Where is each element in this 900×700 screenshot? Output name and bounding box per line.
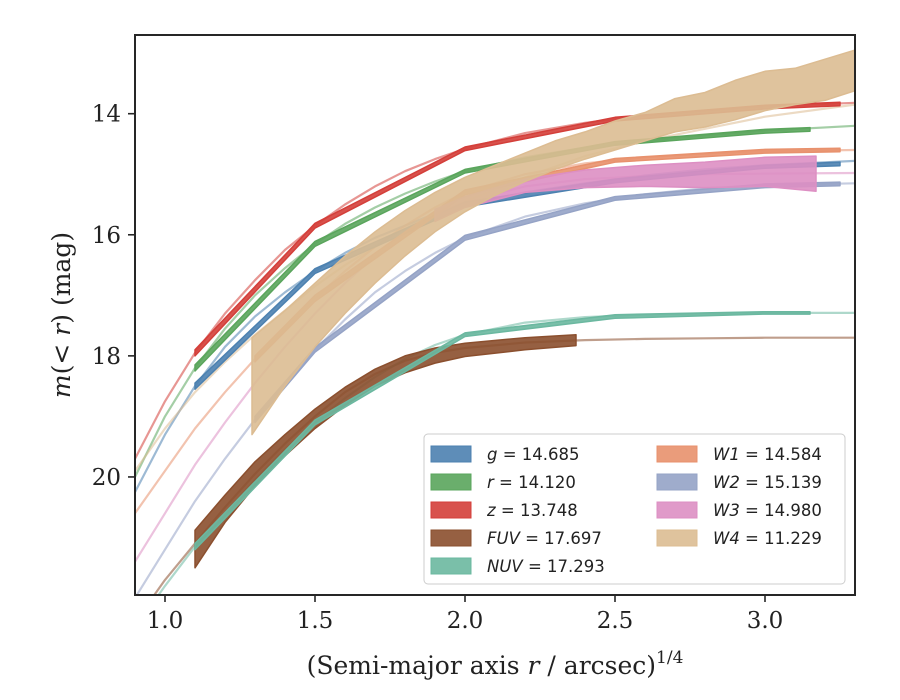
legend-label-z: z = 13.748 <box>486 501 578 520</box>
series-w2-band <box>254 181 841 424</box>
x-tick-label: 2.5 <box>597 608 634 634</box>
x-tick-label: 1.0 <box>147 608 184 634</box>
legend-label-w1: W1 = 14.584 <box>713 445 822 464</box>
legend-swatch-g <box>430 445 472 463</box>
legend-swatch-z <box>430 501 472 519</box>
x-tick-label: 2.0 <box>447 608 484 634</box>
legend-swatch-nuv <box>430 557 472 575</box>
x-axis: 1.0 1.5 2.0 2.5 3.0 <box>147 595 784 634</box>
y-axis-title: m(< r) (mag) <box>47 232 76 398</box>
y-tick-label: 16 <box>92 223 121 249</box>
legend-swatch-w4 <box>656 529 698 547</box>
legend-frame <box>423 433 846 585</box>
legend-label-w3: W3 = 14.980 <box>713 501 822 520</box>
y-axis: 14 16 18 20 <box>92 102 135 491</box>
series-nuv-band <box>194 310 811 551</box>
legend-label-r: r = 14.120 <box>487 473 576 492</box>
series-w3-band <box>434 155 817 223</box>
x-axis-title: (Semi-major axis r / arcsec)1/4 <box>307 648 684 680</box>
plot-area <box>135 49 855 595</box>
x-tick-label: 3.0 <box>747 608 784 634</box>
legend-swatch-w1 <box>656 445 698 463</box>
x-tick-label: 1.5 <box>297 608 334 634</box>
legend-label-fuv: FUV = 17.697 <box>487 529 602 548</box>
legend-swatch-w3 <box>656 501 698 519</box>
series-z-band <box>194 101 841 357</box>
legend: g = 14.685 r = 14.120 z = 13.748 FUV = 17.6… <box>423 433 846 585</box>
legend-swatch-w2 <box>656 473 698 491</box>
series-r-band <box>194 126 811 372</box>
legend-swatch-r <box>430 473 472 491</box>
legend-swatch-fuv <box>430 529 472 547</box>
y-tick-label: 20 <box>92 465 121 491</box>
legend-label-w4: W4 = 11.229 <box>713 529 822 548</box>
series-w4-band <box>251 49 855 436</box>
y-tick-label: 18 <box>92 344 121 370</box>
plot-frame <box>134 34 856 596</box>
legend-label-w2: W2 = 15.139 <box>713 473 822 492</box>
y-tick-label: 14 <box>92 102 121 128</box>
legend-label-nuv: NUV = 17.293 <box>487 557 605 576</box>
legend-label-g: g = 14.685 <box>487 445 580 464</box>
